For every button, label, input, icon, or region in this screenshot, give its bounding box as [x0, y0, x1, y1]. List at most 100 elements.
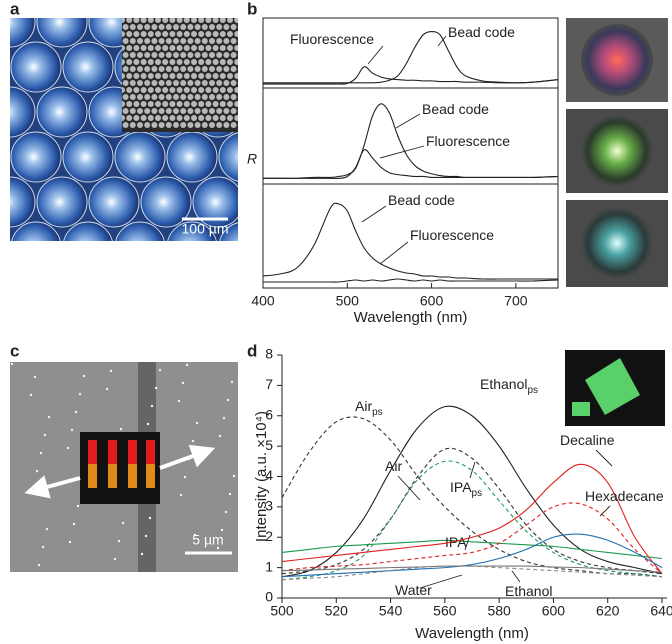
inset-bead — [191, 17, 197, 23]
series-line — [282, 464, 662, 573]
inset-bead — [205, 45, 211, 51]
series-line — [282, 566, 662, 572]
label-pointer — [396, 114, 420, 128]
inset-bead — [162, 101, 168, 107]
inset-bead — [227, 115, 233, 121]
inset-bead — [231, 38, 237, 44]
inset-bead — [148, 101, 154, 107]
inset-bead — [220, 73, 226, 79]
inset-bead — [216, 94, 222, 100]
speck — [110, 370, 112, 372]
speck — [233, 475, 235, 477]
bead — [115, 132, 165, 182]
inset-bead — [187, 24, 193, 30]
inset-bead — [231, 52, 237, 58]
inset-bead — [123, 38, 129, 44]
inset-bead — [155, 17, 161, 23]
inset-bead — [187, 66, 193, 72]
inset-bead — [209, 38, 215, 44]
inset-bead — [213, 87, 219, 93]
panel-label: c — [10, 341, 19, 360]
label-pointer — [362, 206, 386, 222]
inset-bead — [191, 45, 197, 51]
inset-bead — [223, 94, 229, 100]
bead — [271, 132, 321, 182]
inset-bead — [205, 87, 211, 93]
x-tick-label: 580 — [487, 603, 511, 619]
y-axis-label: R — [247, 151, 257, 167]
inset-bead — [130, 38, 136, 44]
speck — [192, 440, 194, 442]
x-tick-label: 700 — [504, 293, 528, 309]
inset-bead — [159, 80, 165, 86]
inset-bead — [123, 80, 129, 86]
speck — [145, 535, 147, 537]
series-name: Air — [385, 458, 402, 474]
inset-bead — [195, 24, 201, 30]
inset-bead — [159, 108, 165, 114]
inset-bead — [180, 24, 186, 30]
series-name: Hexadecane — [585, 488, 664, 504]
inset-bead — [227, 45, 233, 51]
inset-bead — [169, 31, 175, 37]
inset-bead — [191, 73, 197, 79]
inset-bead — [202, 38, 208, 44]
inset-bead — [205, 115, 211, 121]
inset-bead — [191, 87, 197, 93]
series-label: Decaline — [560, 432, 615, 448]
inset-bead — [162, 45, 168, 51]
speck — [34, 376, 36, 378]
inset-bead — [184, 59, 190, 65]
x-axis-label: Wavelength (nm) — [415, 625, 529, 642]
inset-bead — [191, 115, 197, 121]
inset-bead — [162, 73, 168, 79]
inset-bead — [184, 87, 190, 93]
inset-bead — [126, 17, 132, 23]
scale-label: 5 µm — [192, 532, 223, 548]
inset-bead — [162, 59, 168, 65]
inset-bead — [169, 45, 175, 51]
bead — [37, 0, 87, 47]
inset-bead — [130, 52, 136, 58]
inset-bead — [133, 101, 139, 107]
series-name: Ethanol — [505, 583, 552, 599]
inset-bead — [123, 52, 129, 58]
inset-bead — [223, 122, 229, 128]
series-label: Fluorescence — [290, 31, 374, 47]
inset-bead — [141, 87, 147, 93]
inset-bead — [126, 115, 132, 121]
inset-bead — [162, 31, 168, 37]
bead — [219, 132, 269, 182]
inset-bead — [231, 24, 237, 30]
inset-bead — [166, 108, 172, 114]
inset-bead — [234, 115, 240, 121]
series-line — [282, 566, 662, 580]
speck — [83, 375, 85, 377]
inset-bead — [187, 38, 193, 44]
inset-bead — [220, 101, 226, 107]
inset-bead — [148, 31, 154, 37]
bead — [63, 132, 113, 182]
inset-bead — [177, 31, 183, 37]
inset-bead — [151, 108, 157, 114]
bead — [11, 222, 61, 272]
inset-bead — [166, 122, 172, 128]
speck — [196, 422, 198, 424]
label-pointer — [600, 506, 610, 516]
x-tick-label: 600 — [542, 603, 566, 619]
inset-bead — [169, 17, 175, 23]
x-tick-label: 500 — [270, 603, 294, 619]
inset-bead — [234, 59, 240, 65]
speck — [69, 541, 71, 543]
series-name: Air — [355, 398, 372, 414]
inset-bead — [159, 52, 165, 58]
inset-bead — [173, 94, 179, 100]
inset-bead — [144, 52, 150, 58]
inset-bead — [202, 80, 208, 86]
series-name: Bead code — [448, 24, 515, 40]
inset-bead — [123, 66, 129, 72]
inset-bead — [184, 101, 190, 107]
inset-bead — [148, 87, 154, 93]
inset-bead — [151, 80, 157, 86]
speck — [48, 416, 50, 418]
